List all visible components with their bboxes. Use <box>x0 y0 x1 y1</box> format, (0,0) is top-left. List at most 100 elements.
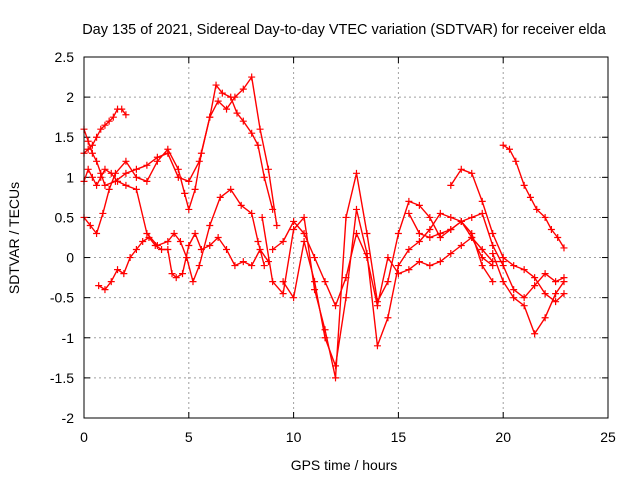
x-tick-label: 0 <box>80 429 88 445</box>
series-line <box>83 84 274 210</box>
data-point <box>499 141 507 149</box>
data-point <box>101 121 109 129</box>
data-point <box>206 113 214 121</box>
data-point <box>290 217 298 225</box>
data-point <box>541 314 549 322</box>
data-point <box>97 173 105 181</box>
chart-title: Day 135 of 2021, Sidereal Day-to-day VTE… <box>82 22 607 38</box>
data-point <box>223 105 231 113</box>
plot-frame <box>83 56 609 419</box>
data-series-layer <box>80 73 568 382</box>
data-point <box>552 298 560 306</box>
data-point <box>158 246 166 254</box>
data-point <box>499 278 507 286</box>
data-point <box>105 185 113 193</box>
data-point <box>510 262 518 270</box>
data-point <box>248 262 256 270</box>
data-point <box>321 326 329 334</box>
data-point <box>520 181 528 189</box>
data-point <box>547 225 555 233</box>
data-point <box>93 133 101 141</box>
data-point <box>290 225 298 233</box>
data-point <box>394 229 402 237</box>
data-point <box>405 209 413 217</box>
data-point <box>311 286 319 294</box>
data-point <box>332 362 340 370</box>
axis-ticks <box>83 56 609 419</box>
data-point <box>248 73 256 81</box>
data-point <box>457 165 465 173</box>
data-point <box>342 274 350 282</box>
data-point <box>212 81 220 89</box>
data-point <box>122 169 130 177</box>
data-point <box>311 254 319 262</box>
data-point <box>269 246 277 254</box>
data-point <box>426 234 434 241</box>
data-point <box>560 278 568 286</box>
data-point <box>172 274 180 282</box>
y-tick-label: 1 <box>66 169 74 185</box>
data-point <box>510 294 518 302</box>
y-tick-label: -0.5 <box>50 290 74 306</box>
data-point <box>239 85 247 93</box>
data-point <box>185 242 193 250</box>
data-point <box>436 209 444 217</box>
data-point <box>520 302 528 310</box>
data-point <box>415 201 423 209</box>
data-point <box>120 270 128 278</box>
data-point <box>541 213 549 221</box>
data-point <box>405 197 413 205</box>
data-point <box>415 258 423 266</box>
data-point <box>447 213 455 221</box>
data-point <box>363 229 371 237</box>
data-point <box>132 185 140 193</box>
data-point <box>468 213 476 221</box>
data-point <box>552 278 560 286</box>
data-point <box>145 234 153 241</box>
data-point <box>531 274 539 282</box>
data-point <box>489 242 497 250</box>
data-point <box>258 213 266 221</box>
y-tick-label: 2 <box>66 89 74 105</box>
data-point <box>447 225 455 233</box>
data-point <box>332 374 340 382</box>
data-point <box>185 177 193 185</box>
data-point <box>216 193 224 201</box>
data-point <box>151 242 159 250</box>
data-point <box>181 189 189 197</box>
data-series <box>269 217 507 310</box>
data-point <box>143 229 151 237</box>
data-point <box>122 181 130 189</box>
data-point <box>227 185 235 193</box>
data-point <box>191 185 199 193</box>
data-point <box>560 244 568 252</box>
data-point <box>107 278 115 286</box>
data-point <box>164 238 172 246</box>
data-point <box>88 173 96 181</box>
data-point <box>520 266 528 274</box>
data-point <box>279 278 287 286</box>
data-point <box>352 205 360 213</box>
data-point <box>170 229 178 237</box>
data-point <box>195 262 203 270</box>
data-point <box>223 246 231 254</box>
data-point <box>510 286 518 294</box>
data-point <box>526 193 534 201</box>
data-point <box>426 225 434 233</box>
y-tick-label: -2 <box>62 410 75 426</box>
data-point <box>468 169 476 177</box>
data-series <box>489 250 568 338</box>
data-point <box>478 209 486 217</box>
data-point <box>254 141 262 149</box>
y-tick-label: 0.5 <box>55 209 75 225</box>
data-point <box>300 238 308 246</box>
data-point <box>499 254 507 262</box>
data-point <box>214 97 222 105</box>
data-point <box>101 181 109 189</box>
data-point <box>126 254 134 262</box>
x-tick-label: 10 <box>286 429 302 445</box>
data-point <box>321 334 329 342</box>
data-point <box>189 278 197 286</box>
data-point <box>405 266 413 274</box>
